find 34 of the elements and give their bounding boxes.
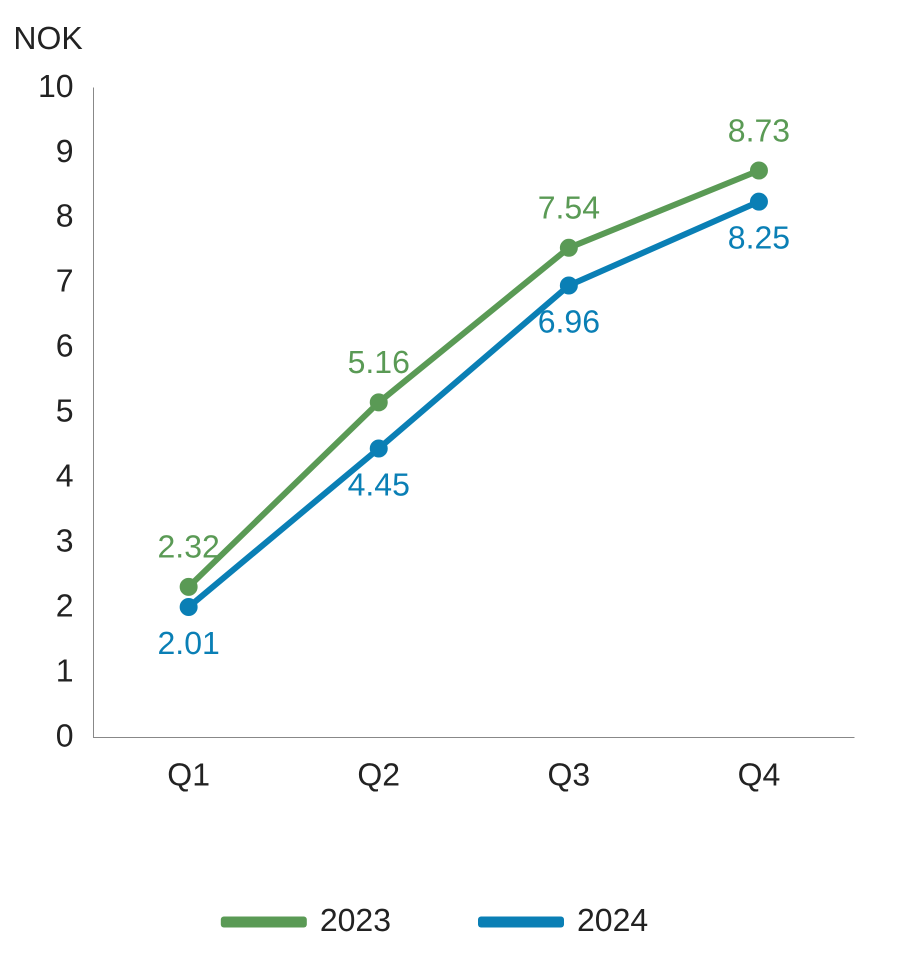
y-tick-label: 2 bbox=[56, 588, 74, 624]
point bbox=[750, 192, 768, 211]
legend-label: 2024 bbox=[577, 902, 648, 938]
y-tick-label: 8 bbox=[56, 198, 74, 234]
data-label: 5.16 bbox=[348, 344, 410, 380]
x-tick-label: Q4 bbox=[738, 756, 780, 793]
legend-label: 2023 bbox=[320, 902, 391, 938]
data-label: 7.54 bbox=[538, 190, 600, 226]
point bbox=[560, 276, 578, 294]
y-tick-label: 1 bbox=[56, 652, 74, 688]
x-tick-label: Q3 bbox=[548, 756, 590, 793]
point bbox=[750, 162, 768, 180]
y-tick-label: 6 bbox=[56, 328, 74, 364]
point bbox=[180, 578, 198, 596]
y-tick-label: 0 bbox=[56, 717, 74, 754]
x-tick-label: Q2 bbox=[357, 756, 400, 793]
data-label: 2.01 bbox=[158, 624, 220, 661]
point bbox=[180, 598, 198, 616]
data-label: 6.96 bbox=[538, 303, 600, 340]
x-tick-label: Q1 bbox=[167, 756, 210, 793]
point bbox=[370, 393, 388, 412]
data-label: 8.73 bbox=[728, 112, 790, 148]
y-tick-label: 5 bbox=[56, 392, 74, 429]
y-axis-title: NOK bbox=[13, 20, 83, 56]
y-tick-label: 7 bbox=[56, 262, 74, 299]
point bbox=[560, 238, 578, 257]
data-label: 8.25 bbox=[728, 220, 790, 256]
y-tick-label: 3 bbox=[56, 522, 74, 559]
y-tick-label: 4 bbox=[56, 458, 74, 494]
data-label: 2.32 bbox=[158, 528, 220, 565]
y-tick-label: 9 bbox=[56, 132, 74, 169]
y-tick-label: 10 bbox=[38, 68, 74, 104]
point bbox=[370, 440, 388, 458]
data-label: 4.45 bbox=[348, 466, 410, 502]
